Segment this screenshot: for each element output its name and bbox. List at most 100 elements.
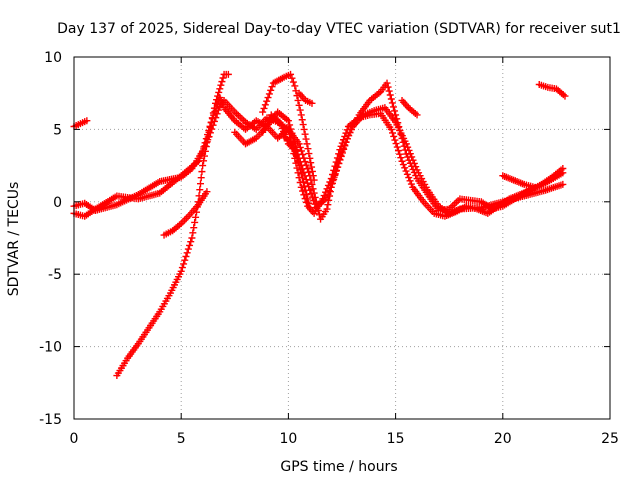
data-point	[191, 218, 199, 226]
y-tick-label: -5	[48, 267, 62, 283]
data-point	[216, 85, 224, 93]
y-tick-label: 10	[44, 50, 62, 66]
data-point	[406, 159, 414, 167]
data-point	[320, 192, 328, 200]
data-point	[212, 99, 220, 107]
data-point	[305, 150, 313, 158]
data-point	[393, 143, 401, 151]
data-point	[343, 126, 351, 134]
data-point	[308, 99, 316, 107]
series-trace-d	[160, 188, 211, 239]
data-point	[289, 78, 297, 86]
data-point	[307, 159, 315, 167]
x-tick-label: 25	[601, 431, 619, 447]
data-point	[338, 139, 346, 147]
data-point	[213, 96, 221, 104]
data-point	[260, 104, 268, 112]
series-trace-j	[398, 96, 421, 119]
y-tick-label: 0	[53, 195, 62, 211]
data-point	[202, 143, 210, 151]
data-point	[324, 181, 332, 189]
data-point	[383, 79, 391, 87]
data-point	[267, 86, 275, 94]
data-point	[261, 101, 269, 109]
data-point	[310, 176, 318, 184]
data-point	[307, 190, 315, 198]
data-point	[331, 162, 339, 170]
data-point	[288, 74, 296, 82]
data-point	[186, 241, 194, 249]
data-point	[268, 83, 276, 91]
data-point	[408, 162, 416, 170]
data-point	[322, 188, 330, 196]
y-axis-title: SDTVAR / TECUs	[6, 182, 22, 297]
data-point	[218, 78, 226, 86]
x-tick-label: 20	[494, 431, 512, 447]
data-point	[393, 115, 401, 123]
data-point	[192, 213, 200, 221]
series-trace-c	[113, 70, 232, 380]
data-point	[199, 162, 207, 170]
x-tick-label: 5	[177, 431, 186, 447]
data-point	[263, 97, 271, 105]
data-point	[205, 128, 213, 136]
data-point	[196, 180, 204, 188]
data-point	[187, 238, 195, 246]
data-point	[177, 267, 185, 275]
data-point	[397, 154, 405, 162]
data-point	[386, 91, 394, 99]
data-point	[409, 165, 417, 173]
data-point	[287, 70, 295, 78]
data-point	[306, 204, 314, 212]
data-point	[398, 134, 406, 142]
data-point	[405, 156, 413, 164]
data-point	[181, 216, 189, 224]
data-point	[184, 213, 192, 221]
data-point	[281, 131, 289, 139]
data-point	[83, 117, 91, 125]
data-point	[559, 164, 567, 172]
data-point	[309, 172, 317, 180]
data-point	[391, 107, 399, 115]
data-point	[413, 111, 421, 119]
data-point	[327, 175, 335, 183]
data-point	[404, 153, 412, 161]
data-point	[394, 119, 402, 127]
data-point	[188, 234, 196, 242]
data-point	[323, 205, 331, 213]
data-point	[399, 161, 407, 169]
data-point	[182, 253, 190, 261]
data-point	[387, 95, 395, 103]
data-point	[197, 174, 205, 182]
data-point	[296, 106, 304, 114]
data-point	[332, 158, 340, 166]
data-point	[284, 117, 292, 125]
data-point	[340, 136, 348, 144]
data-point	[296, 143, 304, 151]
data-point	[204, 133, 212, 141]
data-point	[336, 146, 344, 154]
data-point	[302, 186, 310, 194]
series-trace-i	[295, 89, 316, 107]
data-point	[297, 170, 305, 178]
plot-frame	[73, 56, 611, 420]
data-point	[264, 94, 272, 102]
data-point	[407, 180, 415, 188]
series-trace-f	[259, 70, 318, 184]
data-point	[324, 201, 332, 209]
data-point	[310, 197, 318, 205]
data-point	[178, 264, 186, 272]
axis-ticks: 0 5 10 15 20 25 -15 -10 -5 0 5 10	[39, 50, 619, 447]
data-point	[217, 97, 225, 105]
x-tick-label: 15	[387, 431, 405, 447]
data-point	[330, 166, 338, 174]
data-point	[305, 199, 313, 207]
data-point	[342, 129, 350, 137]
data-point	[298, 116, 306, 124]
data-point	[180, 260, 188, 268]
data-point	[201, 147, 209, 155]
data-point	[277, 121, 285, 129]
data-point	[400, 142, 408, 150]
data-point	[406, 177, 414, 185]
